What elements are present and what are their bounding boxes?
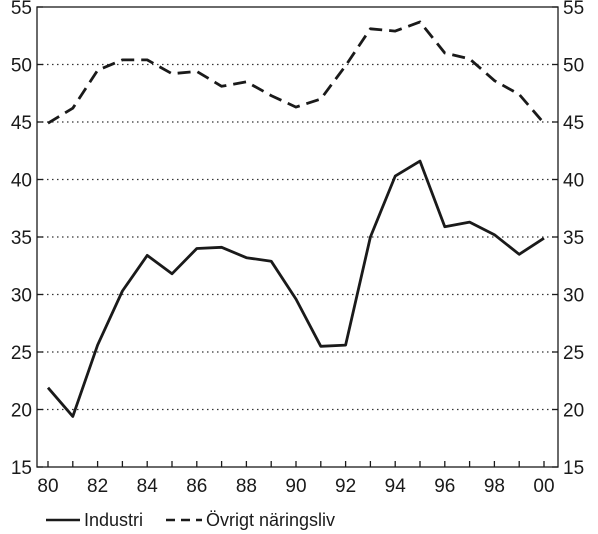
y-tick-label-left: 40: [11, 171, 32, 192]
x-tick-label: 86: [186, 476, 207, 497]
y-tick-label-left: 15: [11, 458, 32, 479]
x-tick-label: 00: [533, 476, 554, 497]
x-tick-label: 96: [434, 476, 455, 497]
series-line-ovrigt-naringsliv: [47, 20, 546, 125]
y-tick-label-right: 15: [563, 458, 584, 479]
y-tick-label-right: 40: [563, 171, 584, 192]
series-lines: [46, 20, 546, 418]
x-tick-label: 82: [87, 476, 108, 497]
legend-label-industri: Industri: [84, 510, 143, 530]
y-tick-label-right: 50: [563, 56, 584, 77]
x-axis-labels: 80 82 84 86 88 90 92 94 96 98 00: [37, 476, 554, 497]
y-tick-label-right: 25: [563, 343, 584, 364]
y-axis-left-labels: 15 20 25 30 35 40 45 50 55: [11, 0, 32, 479]
y-tick-label-right: 35: [563, 228, 584, 249]
series-line-industri: [46, 159, 545, 418]
y-tick-label-left: 45: [11, 113, 32, 134]
y-tick-label-right: 55: [563, 0, 584, 19]
legend: Industri Övrigt näringsliv: [46, 510, 335, 530]
legend-label-ovrigt-naringsliv: Övrigt näringsliv: [206, 510, 335, 530]
x-tick-label: 92: [335, 476, 356, 497]
y-axis-right-labels: 15 20 25 30 35 40 45 50 55: [563, 0, 584, 479]
x-tick-label: 88: [236, 476, 257, 497]
y-tick-label-right: 20: [563, 401, 584, 422]
x-tick-label: 80: [37, 476, 58, 497]
x-tick-label: 94: [385, 476, 407, 497]
x-tick-label: 90: [285, 476, 306, 497]
y-tick-label-left: 55: [11, 0, 32, 19]
x-tick-label: 84: [137, 476, 159, 497]
y-tick-label-left: 20: [11, 401, 32, 422]
y-tick-label-left: 30: [11, 286, 32, 307]
y-tick-label-left: 50: [11, 56, 32, 77]
y-tick-label-left: 25: [11, 343, 32, 364]
x-tick-label: 98: [484, 476, 505, 497]
grid-lines: [37, 63, 558, 411]
y-tick-label-left: 35: [11, 228, 32, 249]
y-tick-label-right: 45: [563, 113, 584, 134]
axis-tick-marks: [37, 6, 558, 468]
y-tick-label-right: 30: [563, 286, 584, 307]
